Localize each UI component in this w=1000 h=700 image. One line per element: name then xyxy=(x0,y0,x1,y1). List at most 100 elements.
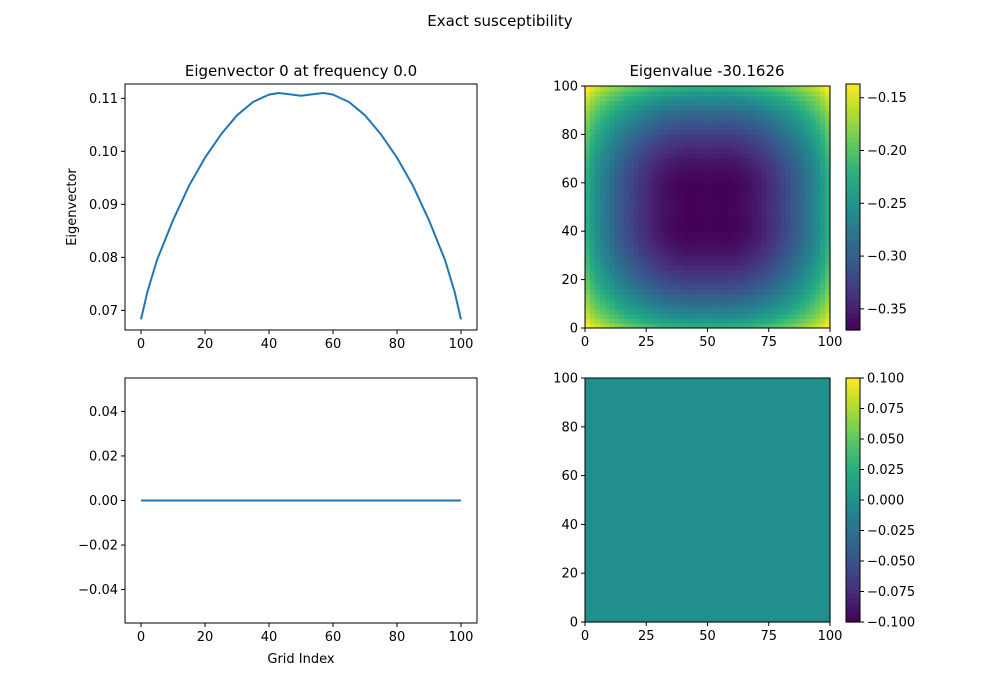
uniform-heatmap-cell xyxy=(815,617,821,623)
eigenvalue-heatmap-cell xyxy=(585,139,591,145)
eigenvalue-heatmap-cell xyxy=(712,255,718,261)
eigenvalue-heatmap-cell xyxy=(609,202,615,208)
uniform-heatmap-cell xyxy=(790,543,797,550)
eigenvalue-heatmap-cell xyxy=(795,284,802,290)
eigenvalue-heatmap-cell xyxy=(594,158,601,165)
uniform-heatmap-cell xyxy=(815,436,821,443)
uniform-heatmap-cell xyxy=(692,407,699,413)
eigenvalue-heatmap-cell xyxy=(722,289,728,295)
uniform-heatmap-cell xyxy=(795,417,802,423)
uniform-heatmap-cell xyxy=(638,592,645,599)
eigenvalue-heatmap-cell xyxy=(727,158,733,165)
uniform-heatmap-cell xyxy=(692,573,699,579)
eigenvalue-heatmap-cell xyxy=(702,173,709,179)
eigenvalue-heatmap-cell xyxy=(810,221,816,227)
eigenvalue-heatmap-cell xyxy=(697,216,704,223)
eigenvalue-heatmap-cell xyxy=(805,221,811,227)
uniform-heatmap-cell xyxy=(761,417,767,423)
eigenvalue-heatmap-cell xyxy=(624,318,630,324)
eigenvalue-heatmap-cell xyxy=(692,323,699,329)
uniform-heatmap-cell xyxy=(619,421,625,428)
eigenvalue-heatmap-cell xyxy=(727,294,733,300)
eigenvalue-heatmap-cell xyxy=(634,124,640,131)
eigenvalue-heatmap-cell xyxy=(766,95,772,102)
uniform-heatmap-cell xyxy=(683,397,689,403)
uniform-heatmap-cell xyxy=(702,612,709,618)
eigenvalue-heatmap-cell xyxy=(692,313,699,319)
eigenvalue-heatmap-cell xyxy=(609,303,615,310)
uniform-heatmap-cell xyxy=(820,460,826,467)
eigenvalue-heatmap-cell xyxy=(800,294,807,300)
eigenvalue-heatmap-cell xyxy=(722,255,728,261)
uniform-heatmap-cell xyxy=(604,490,611,496)
eigenvalue-heatmap-cell xyxy=(766,197,772,203)
eigenvalue-heatmap-cell xyxy=(589,308,596,315)
eigenvalue-heatmap-cell xyxy=(736,221,743,227)
uniform-heatmap-cell xyxy=(614,397,620,403)
uniform-heatmap-cell xyxy=(751,534,758,540)
eigenvalue-heatmap-cell xyxy=(619,303,625,310)
uniform-heatmap-cell xyxy=(687,412,694,418)
eigenvalue-heatmap-cell xyxy=(599,250,606,256)
eigenvalue-heatmap-cell xyxy=(668,139,674,145)
eigenvalue-heatmap-cell xyxy=(810,100,816,106)
eigenvalue-heatmap-cell xyxy=(741,245,748,252)
eigenvalue-heatmap-cell xyxy=(825,269,831,276)
eigenvalue-heatmap-cell xyxy=(663,294,669,300)
eigenvalue-heatmap-cell xyxy=(609,323,615,329)
uniform-heatmap-cell xyxy=(629,612,635,618)
uniform-heatmap-cell xyxy=(599,392,606,399)
eigenvalue-heatmap-cell xyxy=(673,245,679,252)
eigenvalue-heatmap-cell xyxy=(668,192,674,198)
uniform-heatmap-cell xyxy=(785,480,792,486)
eigenvalue-heatmap-cell xyxy=(712,197,718,203)
eigenvalue-heatmap-cell xyxy=(790,90,797,97)
eigenvalue-heatmap-cell xyxy=(683,274,689,281)
uniform-heatmap-cell xyxy=(594,480,601,486)
uniform-heatmap-cell xyxy=(589,607,596,613)
uniform-heatmap-cell xyxy=(599,451,606,457)
uniform-heatmap-cell xyxy=(668,514,674,521)
uniform-heatmap-cell xyxy=(732,495,738,501)
eigenvalue-heatmap-cell xyxy=(727,202,733,208)
eigenvalue-heatmap-cell xyxy=(604,134,611,140)
eigenvalue-heatmap-cell xyxy=(687,182,694,189)
uniform-heatmap-cell xyxy=(658,431,664,438)
eigenvalue-heatmap-cell xyxy=(609,187,615,194)
uniform-heatmap-cell xyxy=(648,504,655,511)
uniform-heatmap-cell xyxy=(771,543,777,550)
eigenvalue-heatmap-cell xyxy=(795,197,802,203)
uniform-heatmap-cell xyxy=(746,607,753,613)
eigenvalue-heatmap-cell xyxy=(702,207,709,213)
eigenvalue-heatmap-cell xyxy=(732,211,738,218)
uniform-heatmap-cell xyxy=(805,475,811,482)
uniform-heatmap-cell xyxy=(781,617,787,623)
eigenvalue-heatmap-cell xyxy=(678,129,684,135)
uniform-heatmap-cell xyxy=(717,617,723,623)
eigenvalue-heatmap-cell xyxy=(722,240,728,247)
uniform-heatmap-cell xyxy=(795,607,802,613)
uniform-heatmap-cell xyxy=(683,412,689,418)
uniform-heatmap-cell xyxy=(717,539,723,545)
eigenvalue-heatmap-cell xyxy=(766,86,772,92)
uniform-heatmap-cell xyxy=(619,441,625,447)
uniform-heatmap-cell xyxy=(820,480,826,486)
eigenvalue-heatmap-colorbar-segment xyxy=(846,309,860,315)
uniform-heatmap-cell xyxy=(634,602,640,608)
eigenvalue-heatmap-cell xyxy=(805,303,811,310)
eigenvalue-heatmap-cell xyxy=(727,134,733,140)
eigenvalue-heatmap-cell xyxy=(663,255,669,261)
eigenvalue-heatmap-cell xyxy=(707,265,713,271)
uniform-heatmap-cell xyxy=(776,612,782,618)
eigenvalue-heatmap-cell xyxy=(619,163,625,169)
eigenvalue-heatmap-cell xyxy=(658,192,664,198)
eigenvalue-heatmap-cell xyxy=(815,216,821,223)
eigenvalue-heatmap-cell xyxy=(736,124,743,131)
eigenvalue-heatmap-cell xyxy=(663,245,669,252)
uniform-heatmap-cell xyxy=(609,495,615,501)
eigenvalue-heatmap-cell xyxy=(736,323,743,329)
uniform-heatmap-cell xyxy=(746,456,753,462)
eigenvalue-heatmap-cell xyxy=(785,284,792,290)
uniform-heatmap-cell xyxy=(638,417,645,423)
uniform-heatmap-cell xyxy=(624,597,630,604)
